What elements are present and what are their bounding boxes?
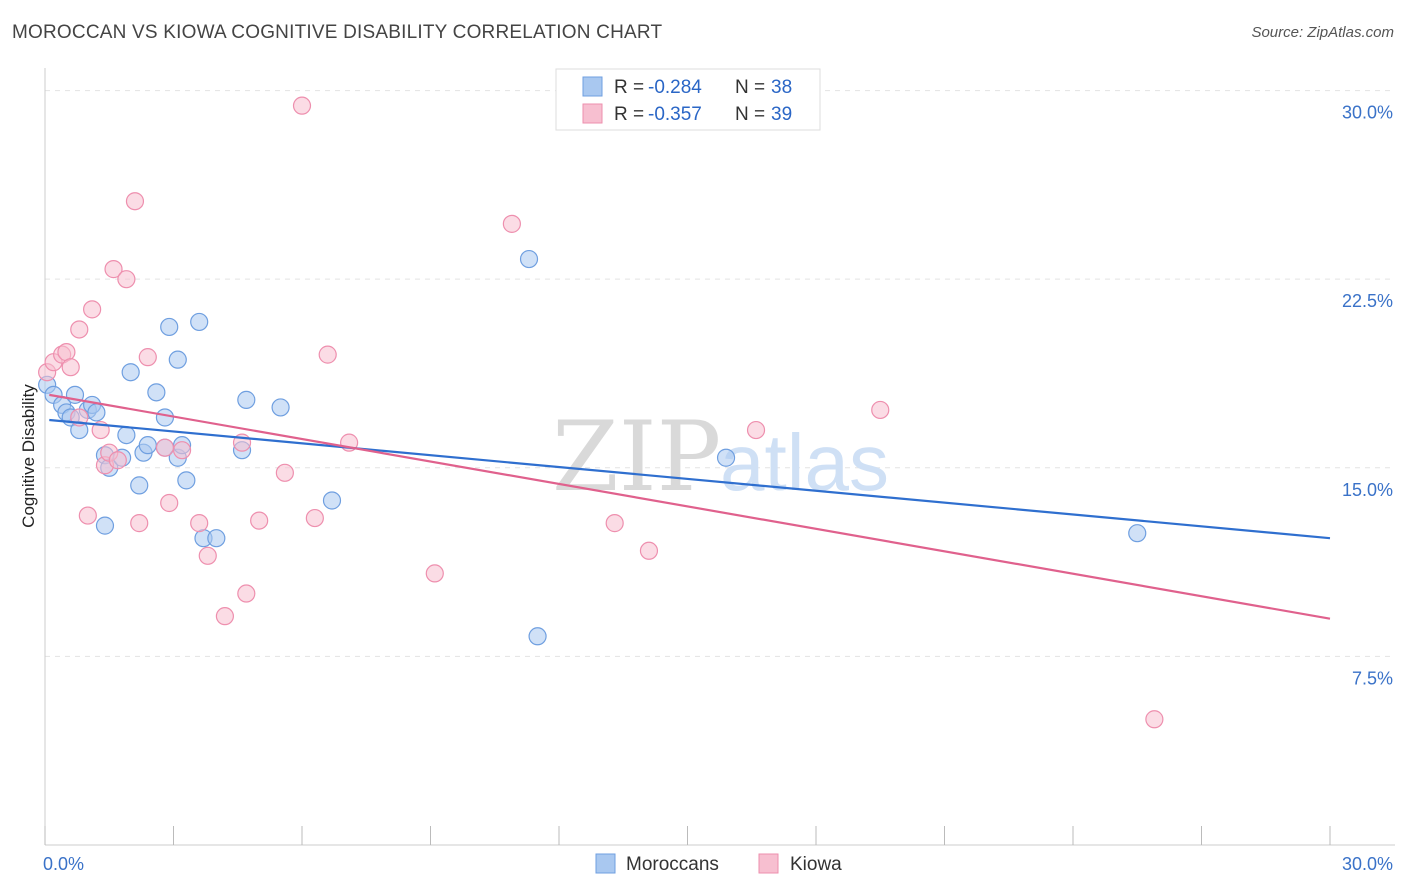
point-moroccans <box>1128 524 1147 543</box>
bottom-legend-swatch-kiowa <box>758 853 779 874</box>
point-moroccans <box>271 398 290 417</box>
point-moroccans <box>528 627 547 646</box>
point-kiowa <box>305 508 324 528</box>
point-kiowa <box>198 546 217 565</box>
point-kiowa <box>250 511 269 530</box>
point-moroccans <box>155 408 175 427</box>
point-kiowa <box>502 214 521 233</box>
point-kiowa <box>605 514 624 533</box>
point-kiowa <box>155 438 175 457</box>
point-moroccans <box>177 471 196 490</box>
point-moroccans <box>519 249 539 269</box>
point-kiowa <box>70 320 89 339</box>
y-tick-label: 22.5% <box>1342 291 1393 311</box>
point-kiowa <box>57 343 76 362</box>
trend-line-kiowa <box>49 393 1331 620</box>
point-kiowa <box>104 260 123 279</box>
point-kiowa <box>215 607 234 626</box>
x-tick-label: 0.0% <box>43 854 84 874</box>
trend-lines <box>49 393 1331 620</box>
y-tick-label: 30.0% <box>1342 103 1393 123</box>
point-kiowa <box>292 96 312 115</box>
point-kiowa <box>190 514 209 533</box>
point-kiowa <box>117 270 136 289</box>
y-tick-label: 15.0% <box>1342 480 1393 500</box>
legend-n-label-moroccans: N = <box>735 77 765 98</box>
point-moroccans <box>117 425 136 445</box>
point-kiowa <box>871 400 890 420</box>
point-kiowa <box>108 451 127 470</box>
point-kiowa <box>425 564 444 583</box>
legend-r-moroccans: -0.284 <box>648 77 702 98</box>
y-tick-labels: 7.5% 15.0% 22.5% 30.0% <box>1342 103 1393 689</box>
watermark-atlas: atlas <box>720 418 889 507</box>
legend-n-moroccans: 38 <box>771 77 792 98</box>
point-kiowa <box>130 514 149 533</box>
point-kiowa <box>1145 710 1164 729</box>
point-kiowa <box>78 506 97 525</box>
point-moroccans <box>147 383 166 402</box>
point-moroccans <box>322 491 342 510</box>
legend-swatch-moroccans <box>582 76 603 97</box>
point-kiowa <box>138 348 157 367</box>
point-kiowa <box>125 192 145 211</box>
legend-swatch-kiowa <box>582 103 603 124</box>
point-moroccans <box>168 350 187 369</box>
point-kiowa <box>318 345 337 364</box>
legend-r-kiowa: -0.357 <box>648 104 702 125</box>
point-moroccans <box>138 436 157 455</box>
legend-n-kiowa: 39 <box>771 104 792 125</box>
point-moroccans <box>237 390 256 409</box>
legend-r-label-kiowa: R = <box>614 104 644 125</box>
bottom-legend-kiowa: Kiowa <box>790 854 842 875</box>
axes <box>44 68 1395 846</box>
point-moroccans <box>190 312 209 332</box>
y-tick-label: 7.5% <box>1352 668 1393 688</box>
point-kiowa <box>275 463 294 482</box>
point-kiowa <box>61 358 80 377</box>
point-kiowa <box>83 300 102 319</box>
bottom-legend-swatch-moroccans <box>595 853 616 874</box>
gridlines <box>45 90 1395 657</box>
point-kiowa <box>237 584 256 603</box>
stats-legend: R = -0.284 N = 38 R = -0.357 N = 39 <box>555 68 821 131</box>
source-credit: Source: ZipAtlas.com <box>1251 24 1394 41</box>
point-moroccans <box>87 403 106 422</box>
point-kiowa <box>172 441 192 460</box>
point-kiowa <box>160 493 179 513</box>
x-tick-labels: 0.0% 30.0% <box>43 854 1393 874</box>
data-points <box>38 96 1164 729</box>
point-moroccans <box>130 476 149 495</box>
point-kiowa <box>746 420 766 440</box>
point-moroccans <box>160 317 179 337</box>
point-moroccans <box>716 448 736 467</box>
legend-n-label-kiowa: N = <box>735 104 765 125</box>
point-moroccans <box>95 516 115 535</box>
point-moroccans <box>121 363 140 382</box>
point-kiowa <box>639 541 659 560</box>
watermark: ZIP atlas <box>552 401 889 513</box>
x-tick-label: 30.0% <box>1342 854 1393 874</box>
point-moroccans <box>207 529 226 548</box>
series-legend: Moroccans Kiowa <box>595 853 842 875</box>
legend-r-label-moroccans: R = <box>614 77 644 98</box>
y-axis-label: Cognitive Disability <box>19 384 38 528</box>
watermark-zip: ZIP <box>552 401 721 513</box>
chart-title: MOROCCAN VS KIOWA COGNITIVE DISABILITY C… <box>12 22 663 43</box>
trend-line-moroccans <box>49 418 1331 540</box>
bottom-legend-moroccans: Moroccans <box>626 854 719 875</box>
